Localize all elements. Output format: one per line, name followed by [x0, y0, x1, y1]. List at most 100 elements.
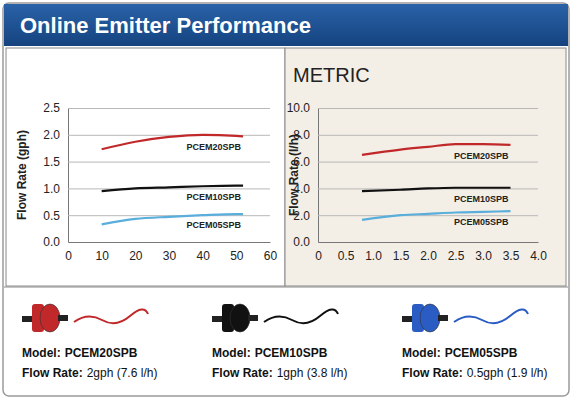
x-tick: 40 — [196, 242, 210, 263]
x-tick: 10 — [95, 242, 109, 263]
y-tick-label: 1.0 — [43, 182, 60, 196]
flow-label: Flow Rate: — [22, 366, 83, 380]
flow-value: 2gph (7.6 l/h) — [87, 366, 158, 380]
x-tick: 4.0 — [530, 242, 547, 263]
frame — [3, 3, 569, 396]
x-tick-label: 1.0 — [365, 249, 382, 263]
x-tick: 60 — [264, 242, 278, 263]
model-item: Model:PCEM10SPB Flow Rate: 1gph (3.8 l/h) — [212, 304, 347, 380]
model-text: Model: PCEM20SPB — [22, 346, 138, 360]
emitter-outlet — [58, 315, 68, 321]
series-line — [102, 186, 243, 191]
grid-line — [68, 242, 270, 243]
model-legend: Model:PCEM20SPBFlow Rate:2gph (7.6 l/h)M… — [4, 287, 568, 380]
legend-separator — [4, 287, 568, 288]
grid-line — [68, 188, 270, 189]
y-tick: 8.0 — [293, 128, 538, 142]
plot-lines — [102, 135, 243, 225]
model-name: PCEM05SPB — [445, 346, 518, 360]
line-labels: PCEM20SPBPCEM10SPBPCEM05SPB — [454, 151, 509, 227]
page-title: Online Emitter Performance — [20, 13, 311, 38]
grid-line — [318, 108, 538, 109]
model-text: Model: PCEM05SPB — [402, 346, 518, 360]
x-axis: 0 10 20 30 40 50 60 — [65, 242, 277, 263]
x-tick-label: 3.0 — [475, 249, 492, 263]
series-label: PCEM20SPB — [454, 151, 509, 161]
x-tick-label: 40 — [196, 249, 210, 263]
emitter-tube — [454, 309, 528, 323]
y-tick-label: 0.5 — [43, 209, 60, 223]
flow-label: Flow Rate: — [212, 366, 273, 380]
grid-line — [318, 135, 538, 136]
header-band — [4, 4, 568, 46]
grid-line — [68, 162, 270, 163]
chart-title: METRIC — [293, 64, 370, 86]
model-item: Model: PCEM20SPB Flow Rate: 2gph (7.6 l/h) — [22, 304, 157, 380]
x-tick: 1.5 — [393, 242, 410, 263]
flow-value: 0.5gph (1.9 l/h) — [467, 366, 548, 380]
x-tick-label: 2.0 — [420, 249, 437, 263]
y-tick: 0.0 — [43, 235, 270, 249]
y-axis: 0.0 0.5 1.0 1.5 2.0 2.5 — [43, 101, 270, 249]
model-name: PCEM20SPB — [65, 346, 138, 360]
series-label: PCEM05SPB — [454, 217, 509, 227]
model-label: Model: — [22, 346, 61, 360]
y-tick-label: 2.5 — [43, 101, 60, 115]
x-axis-line — [69, 242, 271, 243]
line-labels: PCEM20SPB PCEM10SPB PCEM05SPB — [187, 142, 242, 230]
flow-value: 1gph (3.8 l/h) — [277, 366, 348, 380]
x-tick-label: 2.5 — [448, 249, 465, 263]
chart-panel — [6, 48, 285, 286]
x-tick-label: 1.5 — [393, 249, 410, 263]
flow-text: Flow Rate: 0.5gph (1.9 l/h) — [402, 366, 547, 380]
emitter-outlet — [438, 315, 448, 321]
emitter-cap — [40, 304, 60, 332]
x-tick: 0 — [315, 242, 322, 263]
emitter-tube — [264, 309, 338, 323]
series-label: PCEM20SPB — [187, 142, 242, 152]
y-tick-label: 0.0 — [293, 235, 310, 249]
x-tick: 2.0 — [420, 242, 437, 263]
y-axis-line — [318, 109, 319, 243]
y-tick-label: 2.0 — [43, 128, 60, 142]
x-tick: 2.5 — [448, 242, 465, 263]
series-label: PCEM05SPB — [187, 220, 242, 230]
x-tick: 1.0 — [365, 242, 382, 263]
y-axis: 0.02.04.06.08.010.0 — [287, 101, 538, 249]
x-tick-label: 0 — [65, 249, 72, 263]
y-tick-label: 1.5 — [43, 155, 60, 169]
x-tick: 30 — [163, 242, 177, 263]
model-text: Model:PCEM10SPB — [212, 346, 328, 360]
x-tick: 3.5 — [503, 242, 520, 263]
x-tick: 20 — [129, 242, 143, 263]
x-tick: 3.0 — [475, 242, 492, 263]
page: Online Emitter Performance 0.0 0.5 1.0 1.5 2.… — [0, 0, 572, 399]
flow-label: Flow Rate: — [402, 366, 463, 380]
emitter-cap — [420, 304, 440, 332]
x-tick-label: 4.0 — [530, 249, 547, 263]
series-label: PCEM10SPB — [187, 192, 242, 202]
x-axis-line — [319, 242, 539, 243]
grid-line — [68, 108, 270, 109]
y-tick-label: 0.0 — [43, 235, 60, 249]
flow-text: Flow Rate: 2gph (7.6 l/h) — [22, 366, 157, 380]
chart-panel — [285, 48, 566, 286]
grid-line — [318, 215, 538, 216]
plot-lines — [362, 144, 511, 220]
y-tick: 2.5 — [43, 101, 270, 115]
x-tick-label: 30 — [163, 249, 177, 263]
y-tick-label: 10.0 — [287, 101, 311, 115]
y-tick: 1.5 — [43, 155, 270, 169]
series-line — [362, 188, 511, 191]
x-tick: 50 — [230, 242, 244, 263]
y-tick: 10.0 — [287, 101, 538, 115]
x-tick-label: 0.5 — [338, 249, 355, 263]
y-tick: 0.0 — [293, 235, 538, 249]
chart: 0.02.04.06.08.010.000.51.01.52.02.53.03.… — [285, 48, 566, 286]
flow-text: Flow Rate: 1gph (3.8 l/h) — [212, 366, 347, 380]
y-axis-title: Flow Rate (gph) — [15, 130, 29, 220]
x-tick-label: 0 — [315, 249, 322, 263]
model-label: Model: — [402, 346, 441, 360]
grid-line — [318, 162, 538, 163]
x-axis: 0 0.5 1.0 1.5 2.0 2.5 3.0 3.5 4.0 — [315, 242, 547, 263]
